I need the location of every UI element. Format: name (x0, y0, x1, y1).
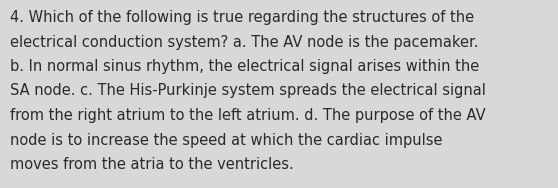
Text: moves from the atria to the ventricles.: moves from the atria to the ventricles. (10, 157, 294, 172)
Text: b. In normal sinus rhythm, the electrical signal arises within the: b. In normal sinus rhythm, the electrica… (10, 59, 479, 74)
Text: 4. Which of the following is true regarding the structures of the: 4. Which of the following is true regard… (10, 10, 474, 25)
Text: SA node. c. The His-Purkinje system spreads the electrical signal: SA node. c. The His-Purkinje system spre… (10, 83, 486, 99)
Text: electrical conduction system? a. The AV node is the pacemaker.: electrical conduction system? a. The AV … (10, 35, 479, 49)
Text: node is to increase the speed at which the cardiac impulse: node is to increase the speed at which t… (10, 133, 442, 148)
Text: from the right atrium to the left atrium. d. The purpose of the AV: from the right atrium to the left atrium… (10, 108, 485, 123)
